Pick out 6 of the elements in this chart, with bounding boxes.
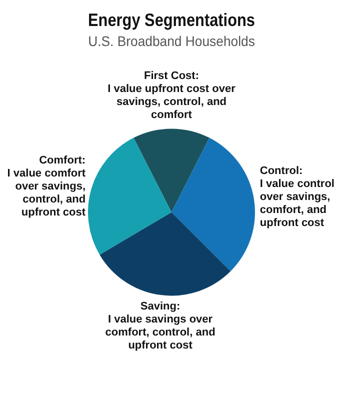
slice-label: Saving: I value savings over comfort, control, and upfront cost — [105, 300, 216, 352]
chart-title: Energy Segmentations — [88, 10, 255, 30]
chart-subtitle: U.S. Broadband Households — [88, 34, 256, 49]
slice-label: First Cost: I value upfront cost over savings, control, and comfort — [108, 70, 236, 122]
slice-label: Control: I value control over savings, comfort, and upfront cost — [260, 165, 334, 230]
slice-label: Comfort: I value comfort over savings, control, and upfront cost — [7, 154, 86, 218]
